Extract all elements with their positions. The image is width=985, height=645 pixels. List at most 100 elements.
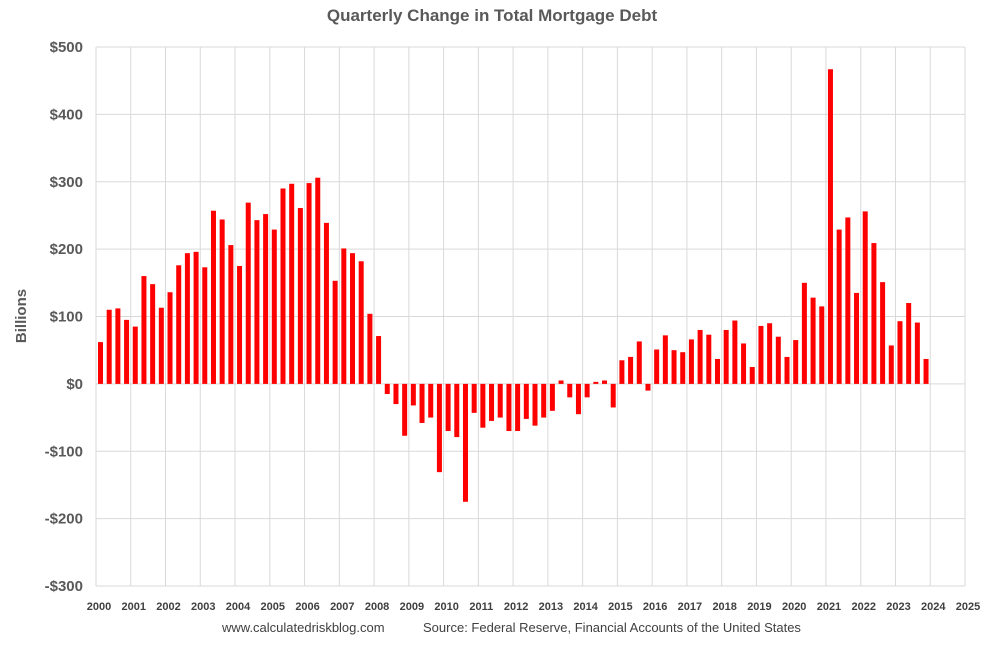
bar-2000-q2	[106, 309, 112, 384]
x-tick-label: 2015	[608, 601, 632, 613]
bar-2009-q2	[419, 383, 425, 423]
y-tick-label: $0	[66, 376, 83, 393]
bar-2003-q4	[228, 245, 234, 384]
bar-2010-q3	[462, 383, 468, 502]
bar-2020-q2	[801, 282, 807, 384]
bar-2010-q2	[454, 383, 460, 438]
bar-2002-q3	[184, 253, 190, 384]
bar-2017-q3	[706, 334, 712, 384]
bar-2021-q4	[854, 292, 860, 384]
x-tick-label: 2007	[330, 601, 354, 613]
y-tick-label: $200	[50, 241, 83, 258]
bar-2010-q4	[471, 383, 477, 413]
bar-2014-q4	[610, 383, 616, 408]
source-website: www.calculatedriskblog.com	[221, 620, 385, 635]
x-tick-label: 2023	[886, 601, 910, 613]
bar-2008-q3	[393, 383, 399, 405]
bar-2018-q3	[741, 343, 747, 384]
bar-2006-q2	[315, 177, 321, 384]
bar-2022-q1	[862, 211, 868, 384]
bar-2014-q1	[584, 383, 590, 398]
bar-2023-q4	[923, 358, 929, 384]
bar-2004-q1	[237, 265, 243, 384]
bar-2007-q2	[350, 253, 356, 384]
bar-2013-q1	[549, 383, 555, 411]
bar-2018-q1	[723, 329, 729, 384]
x-tick-label: 2022	[851, 601, 875, 613]
bars	[98, 69, 929, 502]
bar-2012-q4	[541, 383, 547, 418]
x-tick-label: 2012	[504, 601, 528, 613]
x-tick-label: 2000	[87, 601, 111, 613]
x-tick-label: 2021	[817, 601, 841, 613]
bar-2019-q1	[758, 325, 764, 384]
bar-2003-q2	[210, 210, 216, 384]
bar-2002-q2	[176, 265, 182, 384]
bar-2006-q1	[306, 183, 312, 384]
bar-2017-q2	[697, 329, 703, 384]
x-tick-label: 2024	[921, 601, 946, 613]
bar-2005-q2	[280, 188, 286, 384]
bar-2021-q3	[845, 217, 851, 384]
bar-2002-q1	[167, 292, 173, 384]
bar-2011-q4	[506, 383, 512, 432]
bar-2022-q2	[871, 243, 877, 384]
bar-2004-q2	[245, 202, 251, 384]
bar-2013-q2	[558, 380, 564, 384]
bar-2014-q3	[602, 380, 608, 384]
bar-2006-q3	[323, 222, 329, 384]
bar-2023-q1	[897, 321, 903, 384]
bar-2004-q3	[254, 220, 260, 384]
bar-2013-q3	[567, 383, 573, 398]
bar-2014-q2	[593, 381, 599, 384]
bar-2016-q2	[662, 335, 668, 384]
bar-2021-q1	[827, 69, 833, 384]
x-tick-label: 2025	[956, 601, 980, 613]
bar-2016-q3	[671, 350, 677, 384]
x-tick-label: 2011	[469, 601, 493, 613]
x-tick-label: 2013	[539, 601, 563, 613]
y-tick-label: $300	[50, 174, 83, 191]
bar-2020-q1	[793, 340, 799, 384]
bar-2000-q4	[124, 319, 130, 384]
bar-2012-q1	[515, 383, 521, 432]
bar-2007-q1	[341, 248, 347, 384]
bar-2007-q3	[358, 261, 364, 384]
x-tick-label: 2004	[226, 601, 251, 613]
bar-2010-q1	[445, 383, 451, 432]
x-tick-label: 2010	[434, 601, 458, 613]
bar-2005-q1	[271, 229, 277, 384]
x-tick-label: 2014	[573, 601, 598, 613]
bar-2013-q4	[575, 383, 581, 415]
x-tick-label: 2020	[782, 601, 806, 613]
y-tick-label: -$100	[45, 443, 83, 460]
bar-2012-q2	[523, 383, 529, 419]
bar-2015-q1	[619, 360, 625, 384]
x-axis-ticks: 2000 2001 2002 2003 2004 2005 2006 2007 2008 2009…	[87, 601, 980, 613]
y-tick-label: -$200	[45, 511, 83, 528]
bar-2007-q4	[367, 313, 373, 384]
bar-2015-q2	[628, 356, 634, 384]
bar-2009-q4	[436, 383, 442, 473]
x-tick-label: 2003	[191, 601, 215, 613]
x-tick-label: 2005	[261, 601, 285, 613]
source-note: Source: Federal Reserve, Financial Accou…	[423, 620, 801, 635]
bar-2000-q1	[98, 342, 103, 384]
bar-2020-q4	[819, 306, 825, 384]
bar-2012-q3	[532, 383, 538, 426]
bar-2011-q2	[489, 383, 495, 421]
bar-2002-q4	[193, 251, 199, 384]
y-tick-label: $500	[50, 39, 83, 56]
bar-2016-q4	[680, 352, 686, 384]
x-tick-label: 2006	[295, 601, 319, 613]
x-tick-label: 2019	[747, 601, 771, 613]
bar-2015-q4	[645, 383, 651, 391]
bar-2018-q4	[749, 367, 755, 384]
bar-2008-q2	[384, 383, 390, 394]
y-tick-label: -$300	[45, 578, 83, 595]
y-tick-label: $100	[50, 309, 83, 326]
bar-2005-q3	[289, 183, 295, 384]
bar-2004-q4	[263, 214, 269, 384]
bar-2019-q3	[775, 336, 781, 384]
